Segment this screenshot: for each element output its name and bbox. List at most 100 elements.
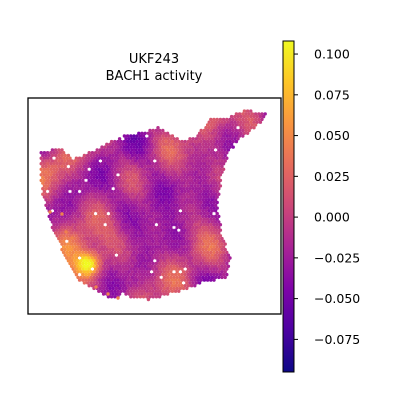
spot: [82, 225, 87, 230]
spot: [204, 203, 208, 207]
spot: [87, 189, 91, 194]
spot: [125, 239, 130, 243]
spot: [209, 200, 213, 205]
spot: [215, 256, 219, 260]
spot: [170, 189, 175, 194]
spot: [47, 159, 51, 163]
spot: [234, 139, 239, 144]
spot: [125, 284, 130, 288]
spot: [215, 239, 219, 243]
spot: [185, 142, 189, 146]
spot: [100, 178, 104, 183]
spot: [205, 211, 210, 216]
spot: [129, 134, 133, 138]
spot: [101, 236, 106, 241]
spot: [178, 220, 183, 224]
spot: [117, 264, 122, 268]
spot: [106, 223, 111, 227]
spot: [215, 128, 219, 133]
spot: [172, 259, 176, 263]
spot: [183, 217, 187, 221]
spot: [114, 164, 119, 169]
spot: [101, 181, 106, 185]
spot: [129, 200, 133, 205]
spot: [210, 264, 215, 268]
spot: [167, 134, 171, 138]
spot: [207, 198, 211, 202]
spot: [114, 264, 119, 268]
spot: [45, 151, 50, 155]
spot: [145, 228, 149, 232]
spot: [84, 217, 88, 221]
spot: [161, 206, 165, 210]
spot: [154, 295, 159, 299]
spot: [209, 223, 213, 227]
spot: [210, 214, 215, 219]
spot: [202, 173, 207, 177]
spot: [210, 242, 215, 246]
spot: [100, 173, 104, 177]
spot: [95, 170, 99, 174]
spot: [170, 200, 175, 205]
spot: [53, 225, 58, 230]
spot: [215, 206, 219, 210]
spot: [122, 272, 127, 277]
spot: [167, 267, 171, 271]
spot: [113, 178, 117, 183]
spot: [95, 225, 99, 230]
spot: [109, 278, 114, 282]
spot: [191, 137, 195, 141]
spot: [215, 151, 219, 155]
spot: [165, 264, 170, 268]
spot: [129, 162, 133, 166]
spot: [229, 137, 234, 141]
spot: [209, 261, 213, 266]
spot: [181, 242, 186, 246]
spot: [154, 173, 159, 177]
spot: [113, 245, 117, 249]
spot: [122, 245, 127, 249]
spot: [183, 250, 187, 255]
spot: [130, 209, 135, 213]
spot: [71, 211, 75, 216]
spot: [221, 151, 226, 155]
spot: [68, 239, 72, 243]
spot: [50, 192, 55, 196]
spot: [105, 225, 109, 230]
spot: [89, 209, 93, 213]
spot: [82, 281, 87, 285]
spot: [165, 209, 170, 213]
spot: [157, 245, 162, 249]
spot: [199, 189, 203, 194]
spot: [129, 189, 133, 194]
spot: [65, 173, 69, 177]
spot: [207, 192, 211, 196]
spot: [193, 217, 197, 221]
spot: [210, 187, 215, 191]
spot: [194, 181, 199, 185]
spot: [204, 253, 208, 257]
spot: [98, 225, 103, 230]
spot: [69, 220, 74, 224]
spot: [183, 200, 187, 205]
spot: [170, 272, 175, 277]
spot: [212, 278, 216, 282]
spot: [116, 184, 120, 188]
spot: [137, 231, 141, 235]
spot: [210, 203, 215, 207]
spot: [141, 261, 146, 266]
spot: [223, 253, 227, 257]
spot: [156, 187, 160, 191]
spot: [55, 211, 59, 216]
spot: [209, 184, 213, 188]
spot: [53, 198, 58, 202]
spot: [173, 217, 178, 221]
spot: [108, 192, 112, 196]
spot: [215, 234, 219, 238]
spot: [149, 292, 154, 296]
spot: [127, 198, 131, 202]
spot: [212, 178, 216, 183]
spot: [117, 198, 122, 202]
spot: [145, 217, 149, 221]
spot: [92, 242, 96, 246]
